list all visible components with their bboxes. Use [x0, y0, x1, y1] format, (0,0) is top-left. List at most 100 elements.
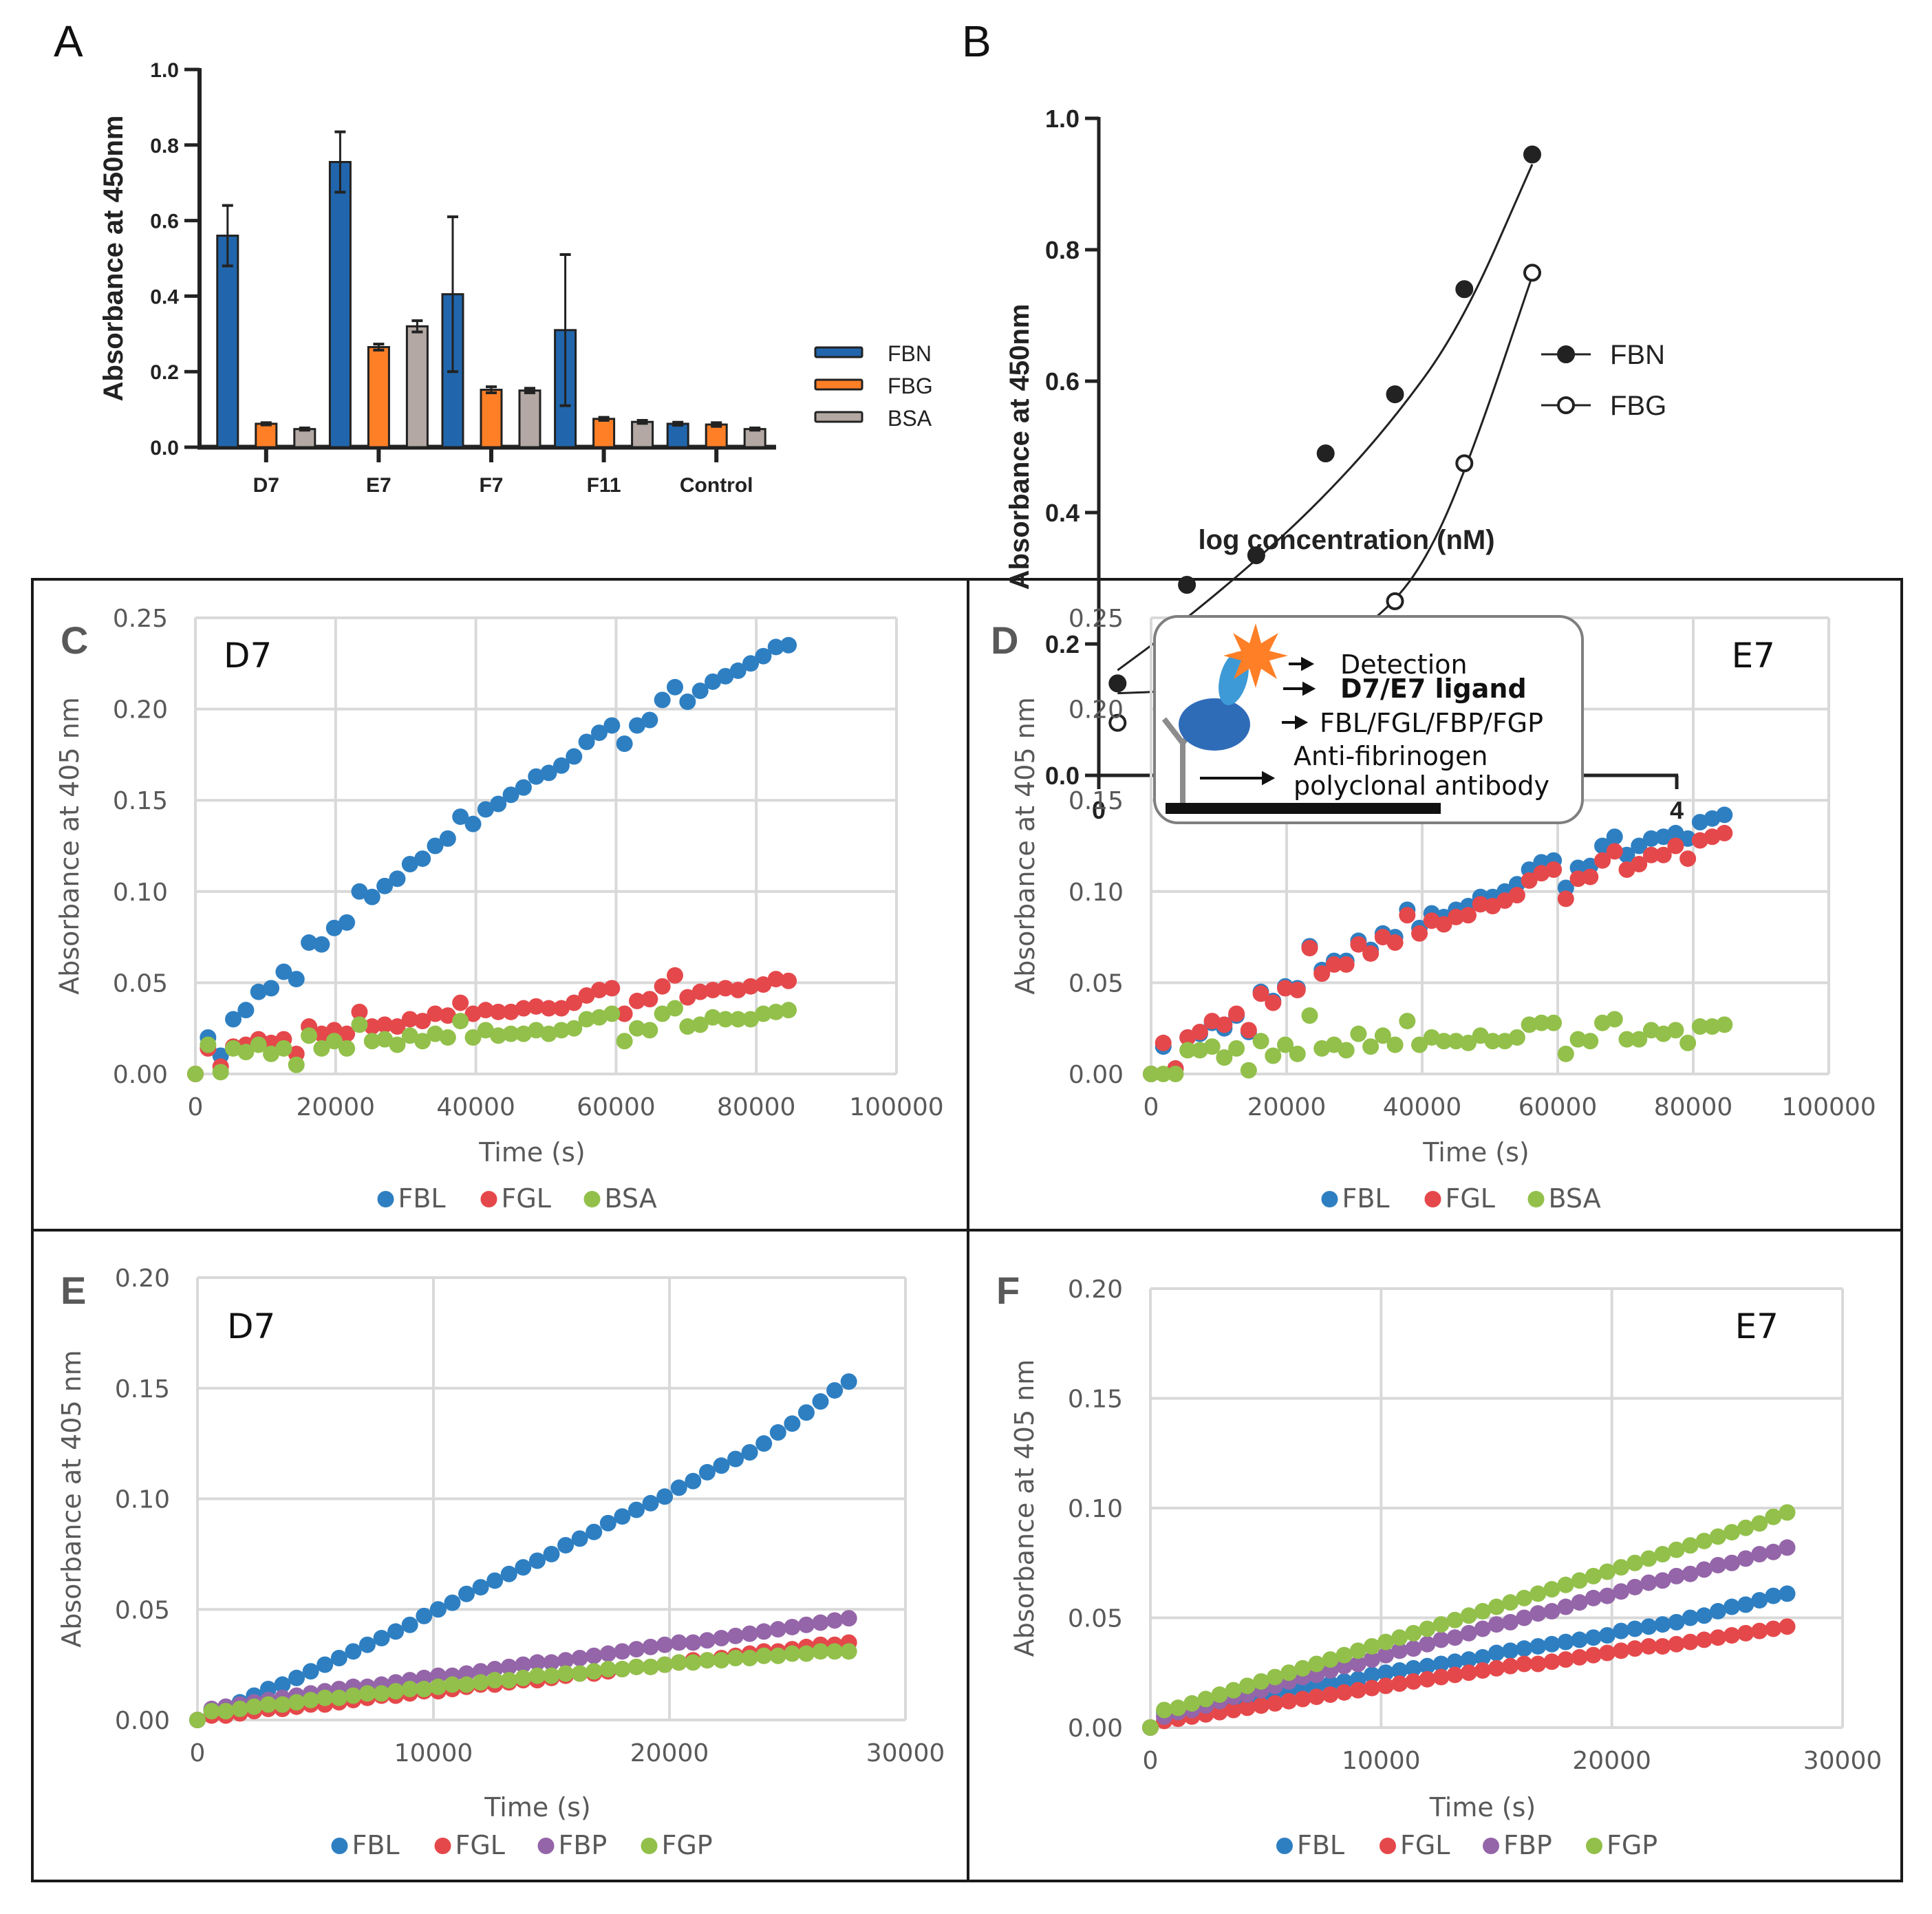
data-point-bsa	[351, 1016, 368, 1033]
y-tick-label: 0.00	[1069, 1061, 1124, 1089]
data-point-fbp	[1446, 1629, 1463, 1646]
data-point-fgp	[1446, 1611, 1463, 1628]
data-point-fbn	[1386, 385, 1404, 404]
legend-marker-fgl	[480, 1191, 497, 1207]
data-point-bsa	[1484, 1033, 1501, 1050]
data-point-fbl	[797, 1404, 815, 1421]
data-point-bsa	[1533, 1014, 1550, 1031]
data-point-fgl	[578, 987, 595, 1004]
data-point-bsa	[263, 1045, 280, 1062]
data-point-fbl	[691, 682, 709, 700]
y-axis-title: Absorbance at 405 nm	[54, 697, 85, 995]
data-point-fgl	[1585, 1646, 1602, 1664]
data-point-fbl	[571, 1530, 588, 1547]
data-point-fgl	[1695, 1631, 1713, 1648]
data-point-fbp	[698, 1632, 716, 1649]
legend-label: FBP	[559, 1830, 608, 1860]
data-point-fgp	[1737, 1519, 1754, 1536]
data-point-fbp	[571, 1649, 588, 1666]
data-point-bsa	[439, 1029, 456, 1046]
data-point-fbl	[363, 888, 380, 905]
arrow-icon	[1200, 656, 1316, 786]
y-tick-label: 1.0	[1045, 105, 1080, 133]
bar-fbg-f11	[592, 418, 616, 449]
data-point-fgl	[1289, 982, 1306, 999]
data-point-fgp	[1225, 1681, 1242, 1699]
data-point-fgl	[1557, 890, 1574, 907]
data-point-fbl	[698, 1463, 716, 1481]
data-point-fbl	[401, 856, 418, 873]
data-point-fbl	[826, 1381, 844, 1399]
data-point-fbp	[1751, 1545, 1768, 1562]
data-point-fbp	[656, 1636, 674, 1653]
inset-label-antibody-1: Anti-fibrinogen	[1294, 741, 1488, 771]
data-point-fbl	[274, 1676, 291, 1693]
data-point-fgl	[389, 1018, 406, 1035]
data-point-fgl	[490, 1003, 507, 1020]
y-tick-label: 0.8	[1045, 236, 1080, 264]
data-point-fbl	[351, 883, 368, 900]
target-protein-icon	[1179, 698, 1250, 751]
y-tick-label: 0.20	[115, 1265, 170, 1293]
data-point-bsa	[427, 1025, 444, 1042]
data-point-fbl	[727, 1450, 744, 1467]
data-point-bsa	[200, 1036, 217, 1053]
legend-marker-fbl	[1276, 1838, 1293, 1854]
data-point-fgl	[1405, 1673, 1422, 1690]
panel-letter-f: F	[996, 1269, 1020, 1312]
data-point-bsa	[1508, 1029, 1525, 1046]
data-point-fgl	[1252, 1697, 1269, 1714]
data-point-fbg	[1386, 592, 1404, 610]
bar-bsa-e7	[405, 325, 429, 449]
data-point-fgl	[1571, 1648, 1588, 1666]
data-point-fgl	[705, 982, 722, 999]
data-point-fgl	[427, 1005, 444, 1022]
data-point-fbl	[1419, 1657, 1436, 1675]
x-tick-label: 60000	[1518, 1093, 1598, 1121]
data-point-fgp	[528, 1667, 546, 1684]
data-point-fgl	[1362, 945, 1380, 962]
data-point-fgp	[1211, 1686, 1228, 1703]
data-point-fgp	[189, 1712, 206, 1728]
data-point-fgl	[1488, 1659, 1505, 1677]
data-point-fgp	[571, 1665, 588, 1682]
data-point-fbl	[490, 795, 507, 813]
data-point-fgp	[274, 1696, 291, 1713]
data-point-fgp	[1585, 1567, 1602, 1584]
inset-label-ligand: D7/E7 ligand	[1340, 674, 1527, 704]
data-point-fbl	[472, 1579, 489, 1596]
data-point-fgl	[1240, 1022, 1257, 1039]
data-point-fgl	[691, 983, 709, 1000]
data-point-fgp	[444, 1676, 461, 1693]
data-point-fbp	[627, 1641, 645, 1658]
data-point-fbl	[439, 830, 456, 847]
data-point-fbp	[1695, 1561, 1713, 1578]
sample-label: D7	[227, 1307, 275, 1346]
data-point-fbl	[358, 1636, 376, 1653]
data-point-fbl	[1631, 837, 1648, 854]
y-tick-label: 0.10	[1068, 1495, 1123, 1523]
legend-marker-fbl	[331, 1838, 348, 1854]
data-point-fgl	[767, 971, 784, 988]
data-point-fgp	[217, 1703, 235, 1720]
data-point-bsa	[641, 1022, 658, 1039]
data-point-fgp	[1252, 1673, 1269, 1690]
data-point-fgl	[1459, 907, 1477, 924]
data-point-fgl	[1435, 916, 1452, 933]
data-point-fgl	[590, 982, 608, 999]
data-point-fbl	[313, 936, 330, 953]
sample-label: E7	[1732, 636, 1775, 676]
x-axis-title: log concentration (nM)	[1198, 525, 1494, 555]
bar-bsa-d7	[293, 428, 316, 449]
data-point-fgl	[729, 982, 747, 999]
data-point-fbp	[1613, 1583, 1630, 1600]
bar-fbg-d7	[255, 422, 278, 449]
data-point-fgp	[1349, 1642, 1366, 1659]
x-tick-label: 0	[188, 1093, 204, 1121]
x-tick-label: 20000	[297, 1093, 376, 1121]
data-point-bsa	[1716, 1016, 1733, 1033]
legend-marker-bsa	[583, 1191, 601, 1207]
data-point-fgl	[363, 1018, 380, 1035]
data-point-fgl	[1391, 1675, 1408, 1692]
data-point-fbl	[387, 1623, 405, 1640]
